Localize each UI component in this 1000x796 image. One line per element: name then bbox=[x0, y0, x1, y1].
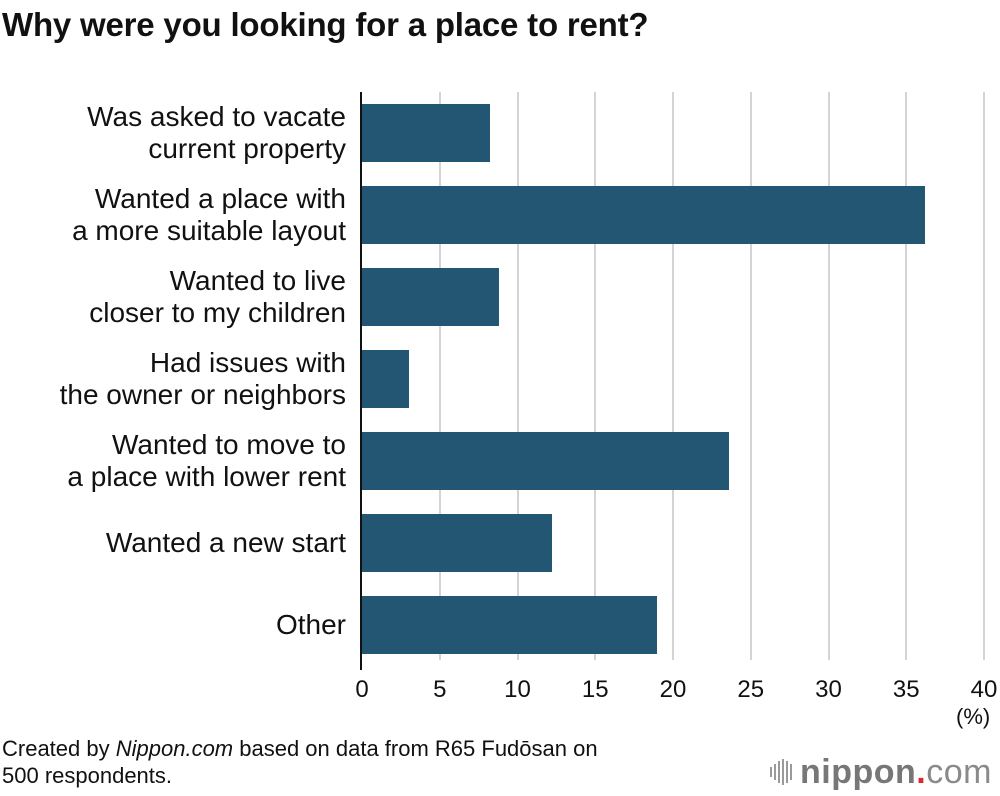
category-label: Wanted to live closer to my children bbox=[89, 265, 346, 328]
x-tick-label: 35 bbox=[892, 676, 920, 703]
bar bbox=[362, 596, 658, 654]
bar bbox=[362, 432, 729, 490]
source-brand: Nippon.com bbox=[115, 736, 234, 761]
nippon-logo: nippon.com bbox=[770, 752, 992, 792]
x-tick-label: 30 bbox=[815, 676, 842, 703]
x-tick-label: 20 bbox=[659, 676, 687, 703]
sound-wave-icon bbox=[770, 759, 792, 785]
category-label: Other bbox=[275, 609, 346, 640]
category-label: Wanted a place with a more suitable layou… bbox=[72, 183, 346, 246]
source-note: Created by Nippon.com based on data from… bbox=[2, 736, 598, 788]
bar bbox=[362, 268, 499, 326]
gridline bbox=[594, 92, 597, 660]
category-label: Was asked to vacate current property bbox=[87, 101, 346, 164]
gridline bbox=[983, 92, 985, 660]
x-tick-label: 25 bbox=[737, 676, 765, 703]
x-axis-unit: (%) bbox=[956, 704, 991, 729]
gridline bbox=[516, 92, 519, 660]
x-tick-label: 40 bbox=[970, 676, 998, 703]
plot-area bbox=[360, 92, 985, 670]
x-tick-label: 0 bbox=[355, 676, 369, 703]
x-tick-label: 15 bbox=[581, 676, 609, 703]
bar bbox=[362, 350, 409, 408]
category-label: Had issues with the owner or neighbors bbox=[59, 347, 346, 410]
bar bbox=[362, 104, 490, 162]
x-tick-label: 10 bbox=[504, 676, 531, 703]
gridline bbox=[827, 92, 830, 660]
chart-title: Why were you looking for a place to rent… bbox=[2, 6, 649, 43]
gridline bbox=[438, 92, 441, 660]
category-label: Wanted to move to a place with lower rent bbox=[67, 429, 346, 492]
bar bbox=[362, 186, 925, 244]
gridline bbox=[749, 92, 752, 660]
gridline bbox=[905, 92, 908, 660]
bar bbox=[362, 514, 552, 572]
gridline bbox=[672, 92, 674, 660]
y-axis-line bbox=[360, 92, 362, 670]
x-tick-label: 5 bbox=[433, 676, 447, 703]
category-label: Wanted a new start bbox=[105, 527, 346, 558]
